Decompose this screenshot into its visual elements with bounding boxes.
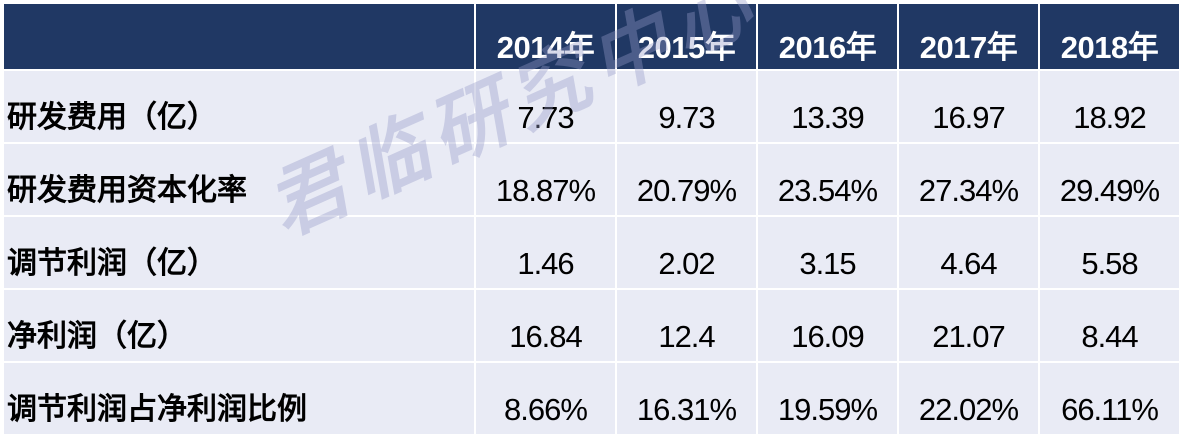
table-cell: 19.59% — [756, 361, 899, 436]
table-cell: 27.34% — [897, 142, 1040, 217]
year-header: 2016年 — [756, 2, 899, 71]
table-cell: 18.92 — [1038, 69, 1181, 144]
table-cell: 66.11% — [1038, 361, 1181, 436]
table-cell: 8.66% — [474, 361, 617, 436]
table-cell: 21.07 — [897, 288, 1040, 363]
table-cell: 2.02 — [615, 215, 758, 290]
table-cell: 3.15 — [756, 215, 899, 290]
year-header: 2014年 — [474, 2, 617, 71]
table-cell: 8.44 — [1038, 288, 1181, 363]
table-cell: 7.73 — [474, 69, 617, 144]
year-header: 2017年 — [897, 2, 1040, 71]
table-cell: 13.39 — [756, 69, 899, 144]
table-cell: 22.02% — [897, 361, 1040, 436]
year-header: 2018年 — [1038, 2, 1181, 71]
table-cell: 20.79% — [615, 142, 758, 217]
table-cell: 1.46 — [474, 215, 617, 290]
table-cell: 16.84 — [474, 288, 617, 363]
table-row-adjusted-profit: 调节利润（亿） 1.46 2.02 3.15 4.64 5.58 — [2, 215, 1181, 290]
table-row-adjusted-profit-ratio: 调节利润占净利润比例 8.66% 16.31% 19.59% 22.02% 66… — [2, 361, 1181, 436]
table-cell: 9.73 — [615, 69, 758, 144]
table-cell: 5.58 — [1038, 215, 1181, 290]
table-cell: 16.31% — [615, 361, 758, 436]
table-cell: 23.54% — [756, 142, 899, 217]
table-cell: 16.97 — [897, 69, 1040, 144]
year-header: 2015年 — [615, 2, 758, 71]
table-cell: 16.09 — [756, 288, 899, 363]
row-label: 调节利润（亿） — [2, 215, 476, 290]
row-label: 净利润（亿） — [2, 288, 476, 363]
header-row: 2014年 2015年 2016年 2017年 2018年 — [2, 2, 1181, 71]
row-label: 研发费用资本化率 — [2, 142, 476, 217]
table-cell: 12.4 — [615, 288, 758, 363]
table-cell: 29.49% — [1038, 142, 1181, 217]
table-row-rd-capitalization-rate: 研发费用资本化率 18.87% 20.79% 23.54% 27.34% 29.… — [2, 142, 1181, 217]
row-label: 研发费用（亿） — [2, 69, 476, 144]
table-cell: 4.64 — [897, 215, 1040, 290]
table-row-net-profit: 净利润（亿） 16.84 12.4 16.09 21.07 8.44 — [2, 288, 1181, 363]
corner-cell — [2, 2, 476, 71]
table-cell: 18.87% — [474, 142, 617, 217]
row-label: 调节利润占净利润比例 — [2, 361, 476, 436]
table-row-rd-expense: 研发费用（亿） 7.73 9.73 13.39 16.97 18.92 — [2, 69, 1181, 144]
